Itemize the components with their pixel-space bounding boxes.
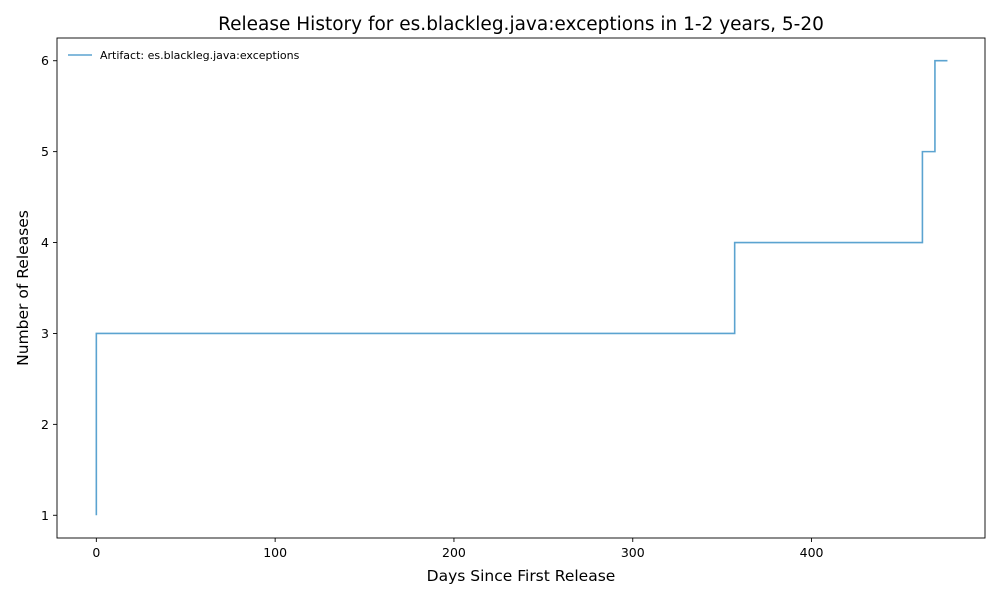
y-tick-label: 5	[41, 144, 49, 159]
x-tick-label: 0	[92, 545, 100, 560]
y-tick-label: 1	[41, 508, 49, 523]
plot-area	[57, 38, 985, 538]
plot-frame	[56, 37, 986, 539]
x-tick-label: 100	[263, 545, 287, 560]
chart-title: Release History for es.blackleg.java:exc…	[218, 14, 824, 35]
y-tick-label: 2	[41, 417, 49, 432]
legend-label: Artifact: es.blackleg.java:exceptions	[100, 49, 300, 62]
x-tick-label: 300	[621, 545, 645, 560]
x-axis-ticks: 0 100 200 300 400	[92, 538, 824, 560]
x-tick-label: 200	[442, 545, 466, 560]
y-tick-label: 3	[41, 326, 49, 341]
legend: Artifact: es.blackleg.java:exceptions	[68, 49, 300, 62]
x-tick-label: 400	[800, 545, 824, 560]
y-tick-label: 4	[41, 235, 49, 250]
y-tick-label: 6	[41, 53, 49, 68]
x-axis-label: Days Since First Release	[427, 567, 616, 585]
series-line	[95, 59, 948, 516]
y-axis-label: Number of Releases	[14, 210, 32, 366]
y-axis-ticks: 1 2 3 4 5 6	[41, 53, 57, 523]
